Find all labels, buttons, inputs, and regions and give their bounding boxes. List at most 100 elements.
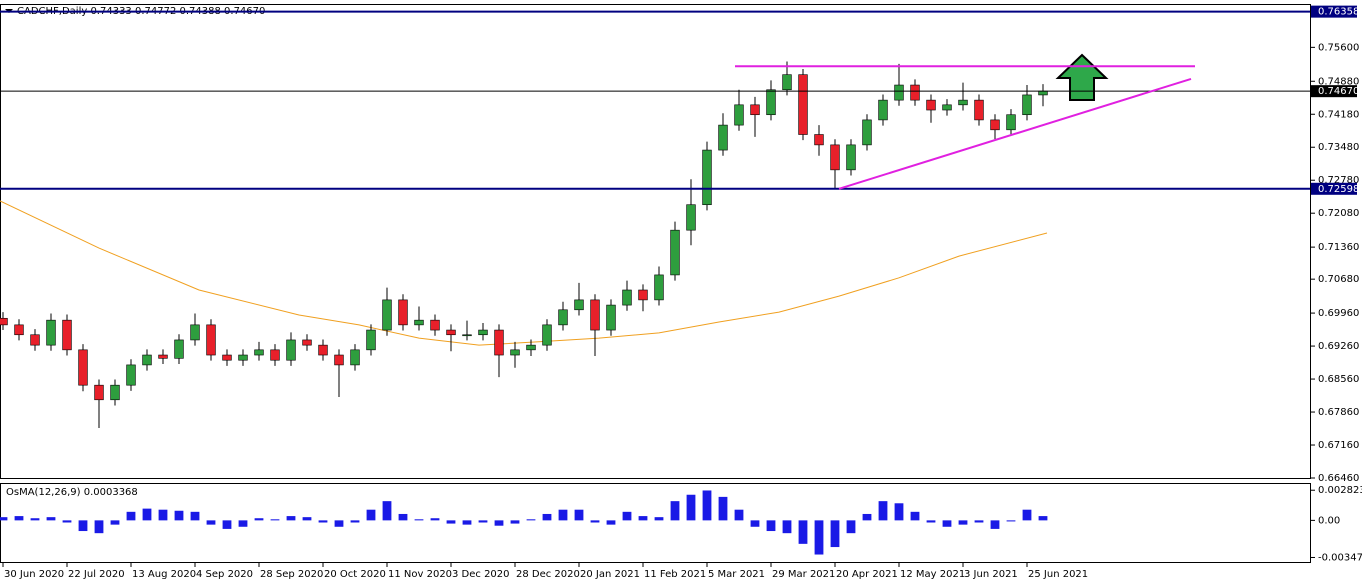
candle-body: [142, 354, 152, 366]
candle-body: [78, 349, 88, 386]
candle-body: [974, 99, 984, 121]
candle-body: [366, 329, 376, 351]
osma-bar: [318, 520, 328, 523]
candle-body: [1038, 90, 1048, 96]
candle-body: [238, 354, 248, 361]
osma-bar: [814, 520, 824, 555]
candle-body: [526, 344, 536, 351]
osma-bar: [942, 520, 952, 527]
candle-body: [622, 289, 632, 306]
candle-body: [46, 319, 56, 346]
candle-body: [830, 144, 840, 171]
candle-body: [350, 349, 360, 366]
x-tick-label: 20 Jan 2021: [580, 569, 640, 580]
candle-body: [190, 324, 200, 341]
candle-body: [750, 104, 760, 116]
candle-body: [590, 299, 600, 331]
candle-body: [1006, 114, 1016, 131]
candle-body: [606, 304, 616, 331]
candle-body: [126, 364, 136, 386]
price-label: 0.76358: [1318, 7, 1359, 18]
x-tick-label: 3 Jun 2021: [964, 569, 1018, 580]
osma-bar: [862, 513, 872, 521]
candle-body: [734, 104, 744, 126]
osma-bar: [158, 509, 168, 521]
candle-body: [286, 339, 296, 361]
x-tick-label: 25 Jun 2021: [1028, 569, 1088, 580]
osma-bar: [510, 520, 520, 524]
candle-body: [318, 344, 328, 356]
osma-bar: [190, 511, 200, 521]
osma-bar: [590, 520, 600, 523]
sub-frame: [0, 483, 1311, 563]
x-tick-label: 12 May 2021: [900, 569, 965, 580]
osma-bar: [334, 520, 344, 527]
y-tick-label: 0.00: [1318, 515, 1340, 526]
osma-bar: [654, 517, 664, 521]
candle-body: [990, 119, 1000, 131]
candle-body: [494, 329, 504, 356]
osma-bar: [686, 494, 696, 521]
osma-bar: [110, 520, 120, 525]
candle-body: [222, 354, 232, 361]
osma-bar: [830, 520, 840, 548]
osma-bar: [462, 520, 472, 525]
candle-body: [270, 349, 280, 361]
x-tick-label: 28 Dec 2020: [516, 569, 580, 580]
osma-bar: [286, 516, 296, 521]
osma-bar: [782, 520, 792, 534]
candle-body: [174, 339, 184, 359]
x-tick-label: 3 Dec 2020: [452, 569, 510, 580]
candle-body: [0, 317, 8, 326]
osma-bar: [494, 520, 504, 526]
x-tick-label: 30 Jun 2020: [4, 569, 64, 580]
candle-body: [926, 99, 936, 111]
candle-body: [94, 384, 104, 401]
candle-body: [478, 329, 488, 336]
osma-bar: [270, 519, 280, 521]
candle-body: [462, 334, 472, 337]
candle-body: [14, 324, 24, 336]
osma-bar: [238, 520, 248, 527]
x-tick-label: 29 Mar 2021: [772, 569, 835, 580]
osma-bar: [94, 520, 104, 534]
candle-body: [558, 309, 568, 326]
osma-bar: [478, 520, 488, 523]
candle-body: [574, 299, 584, 311]
candle-body: [878, 99, 888, 121]
moving-average: [0, 200, 1048, 346]
osma-bar: [302, 517, 312, 521]
price-label-box: [1311, 5, 1357, 18]
candle-body: [62, 319, 72, 351]
candle-body: [782, 74, 792, 91]
candle-body: [446, 329, 456, 336]
osma-bar: [1038, 516, 1048, 521]
y-tick-label: 0.0028235: [1318, 485, 1362, 496]
candle-body: [846, 144, 856, 171]
y-tick-label: 0.74180: [1318, 109, 1359, 120]
osma-bar: [926, 520, 936, 523]
y-tick-label: 0.67860: [1318, 407, 1359, 418]
candle-body: [702, 149, 712, 206]
osma-bar: [126, 511, 136, 521]
candle-body: [30, 334, 40, 346]
y-tick-label: 0.75600: [1318, 42, 1359, 53]
candle-body: [334, 354, 344, 366]
x-tick-label: 11 Nov 2020: [388, 569, 452, 580]
candle-body: [302, 339, 312, 346]
candle-body: [942, 104, 952, 111]
osma-bar: [382, 501, 392, 521]
y-tick-label: 0.69960: [1318, 308, 1359, 319]
x-tick-label: 22 Jul 2020: [68, 569, 125, 580]
osma-bar: [414, 519, 424, 521]
price-label-box: [1311, 85, 1357, 98]
candle-body: [254, 349, 264, 356]
x-tick-label: 20 Oct 2020: [324, 569, 386, 580]
candle-body: [958, 99, 968, 106]
candle-body: [670, 229, 680, 276]
y-tick-label: -0.003476: [1318, 552, 1362, 563]
candle-body: [542, 324, 552, 346]
candle-body: [654, 274, 664, 301]
x-tick-label: 11 Feb 2021: [644, 569, 706, 580]
